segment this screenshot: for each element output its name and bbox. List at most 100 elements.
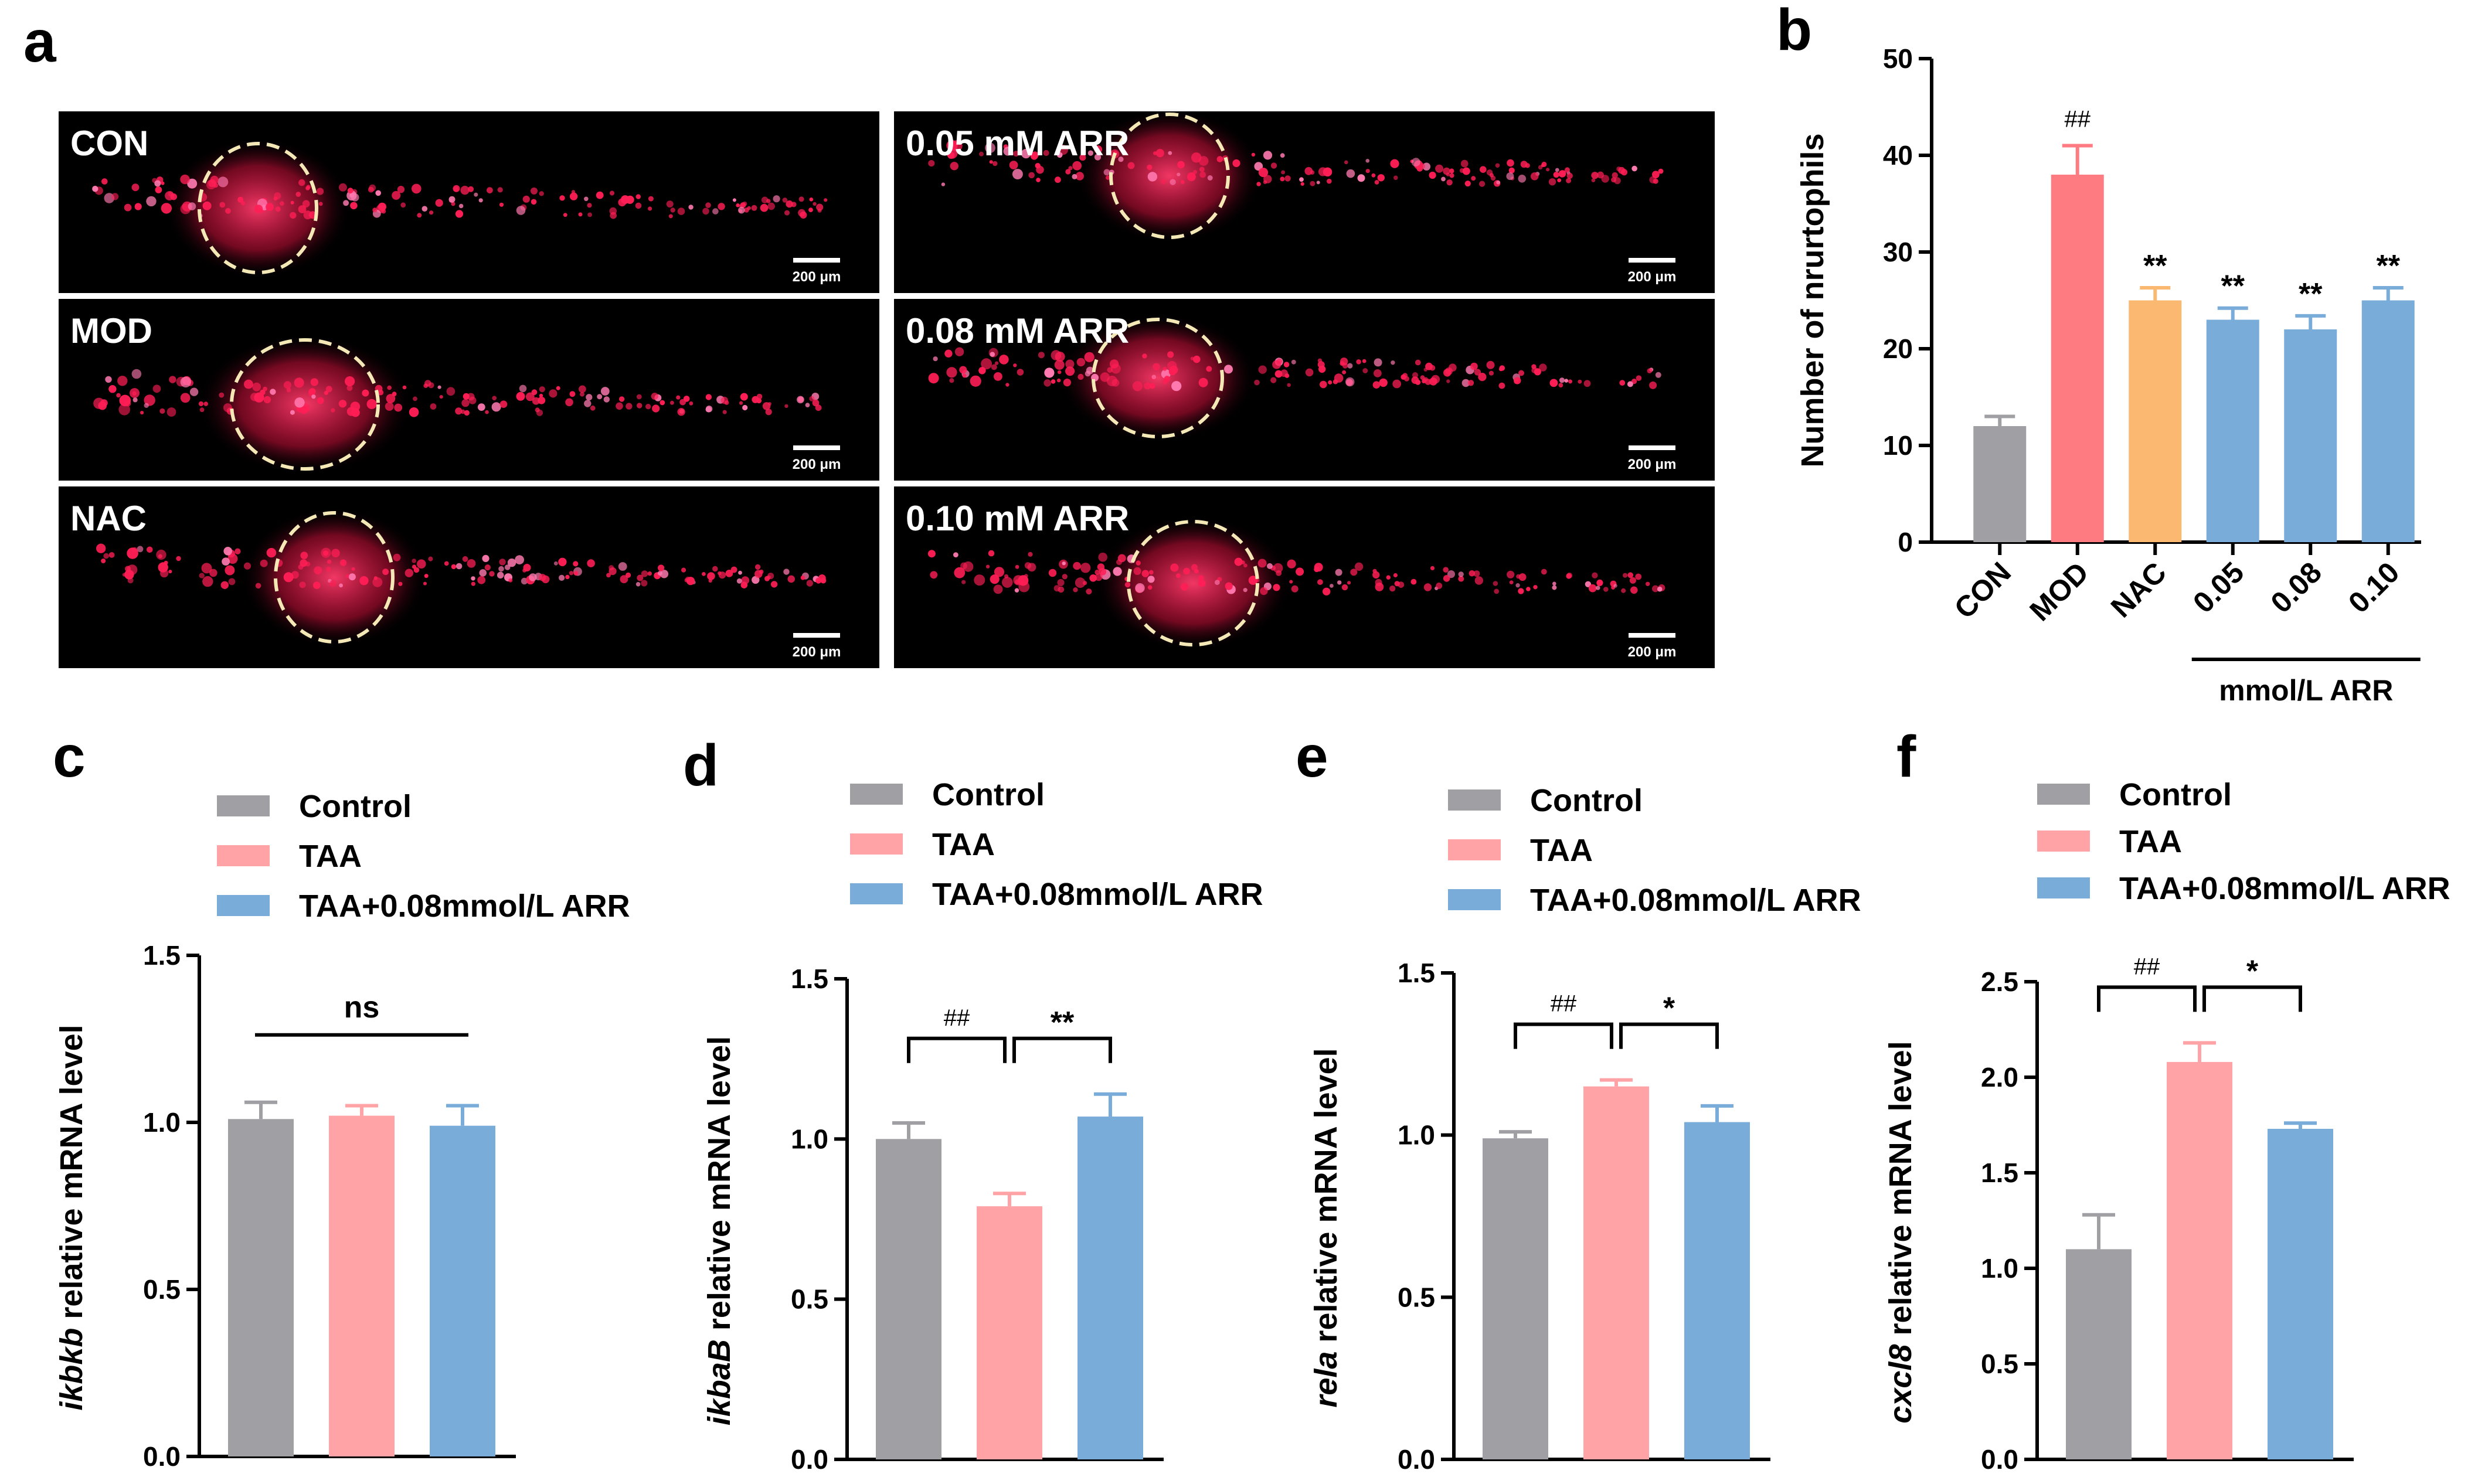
cell-dot	[549, 389, 558, 398]
panel-letter-f: f	[1896, 724, 1916, 789]
bar	[977, 1206, 1042, 1459]
cell-dot	[134, 203, 142, 210]
liver-outline	[1109, 113, 1230, 239]
y-tick-label: 30	[1883, 237, 1913, 267]
cell-dot	[1372, 571, 1380, 579]
cell-dot	[815, 577, 822, 584]
cell-dot	[1612, 172, 1618, 179]
cell-dot	[1391, 360, 1395, 365]
y-tick-label: 0.0	[791, 1444, 828, 1475]
cell-dot	[569, 571, 574, 576]
cell-dot	[668, 214, 673, 219]
cell-dot	[1176, 573, 1181, 578]
cell-dot	[1404, 376, 1409, 382]
cell-dot	[805, 403, 810, 407]
legend-label: TAA+0.08mmol/L ARR	[2119, 871, 2450, 906]
fluorescence-glow	[240, 507, 428, 648]
significance-label: ##	[2134, 954, 2160, 979]
cell-dot	[166, 407, 176, 417]
liver-outline	[1127, 520, 1259, 646]
y-tick-label: 0.5	[1398, 1282, 1435, 1312]
cell-dot	[1100, 372, 1110, 382]
cell-dot	[616, 402, 623, 410]
cell-dot	[497, 571, 504, 579]
cell-dot	[1118, 156, 1124, 162]
cell-dot	[764, 576, 770, 581]
cell-dot	[812, 399, 820, 407]
cell-dot	[446, 387, 456, 396]
cell-dot	[1094, 145, 1103, 154]
cell-dot	[225, 207, 231, 214]
y-tick-label: 1.5	[1398, 958, 1435, 988]
cell-dot	[1142, 353, 1147, 359]
cell-dot	[498, 566, 504, 572]
panel-letter-a: a	[23, 9, 57, 74]
cell-dot	[1284, 175, 1291, 182]
cell-dot	[1436, 583, 1443, 589]
bar	[1973, 426, 2027, 542]
cell-dot	[522, 195, 530, 203]
cell-dot	[1374, 180, 1379, 185]
cell-dot	[933, 356, 938, 362]
cell-dot	[1110, 363, 1121, 374]
cell-dot	[928, 160, 935, 167]
cell-dot	[456, 563, 463, 570]
cell-dot	[1263, 180, 1267, 185]
cell-dot	[1068, 166, 1073, 171]
cell-dot	[368, 186, 374, 193]
cell-dot	[105, 376, 112, 383]
cell-dot	[140, 411, 144, 415]
scale-bar-label: 200 μm	[793, 457, 841, 472]
cell-dot	[635, 194, 641, 199]
cell-dot	[1520, 161, 1528, 168]
cell-dot	[152, 384, 161, 393]
cell-dot	[988, 550, 995, 557]
cell-dot	[1193, 170, 1197, 174]
cell-dot	[784, 210, 790, 216]
cell-dot	[1191, 564, 1198, 571]
cell-dot	[1490, 175, 1496, 181]
significance-label: **	[2299, 277, 2323, 311]
cell-dot	[294, 377, 304, 388]
cell-dot	[681, 567, 686, 573]
cell-dot	[482, 554, 490, 562]
cell-dot	[1394, 581, 1400, 587]
cell-dot	[761, 196, 769, 203]
cell-dot	[479, 569, 487, 577]
cell-dot	[1207, 175, 1213, 181]
y-tick-label: 10	[1883, 430, 1913, 461]
y-axis-label-gene: ikbaB	[702, 1339, 737, 1425]
cell-dot	[531, 199, 537, 205]
bar	[228, 1119, 294, 1456]
cell-dot	[1086, 366, 1094, 375]
cell-dot	[1113, 567, 1122, 576]
cell-dot	[535, 407, 540, 413]
cell-dot	[990, 352, 995, 357]
cell-dot	[305, 186, 310, 190]
cell-dot	[448, 196, 456, 203]
cell-dot	[1564, 379, 1569, 383]
cell-dot	[1552, 585, 1557, 590]
cell-dot	[298, 205, 307, 213]
cell-dot	[504, 564, 511, 570]
cell-dot	[299, 581, 306, 588]
cell-dot	[1167, 351, 1174, 358]
cell-dot	[1539, 363, 1547, 372]
cell-dot	[1150, 383, 1155, 389]
cell-dot	[1021, 148, 1031, 159]
cell-dot	[688, 205, 694, 210]
cell-dot	[558, 557, 567, 566]
cell-dot	[1103, 169, 1110, 176]
cell-dot	[626, 403, 633, 410]
cell-dot	[1488, 370, 1494, 376]
micro-label: MOD	[70, 311, 152, 350]
cell-dot	[255, 583, 261, 589]
cell-dot	[290, 200, 294, 205]
cell-dot	[351, 193, 359, 202]
cell-dot	[1056, 152, 1063, 158]
cell-dot	[439, 395, 443, 399]
cell-dot	[1079, 154, 1086, 161]
cell-dot	[1225, 582, 1233, 590]
cell-dot	[387, 385, 392, 390]
cell-dot	[381, 209, 386, 214]
